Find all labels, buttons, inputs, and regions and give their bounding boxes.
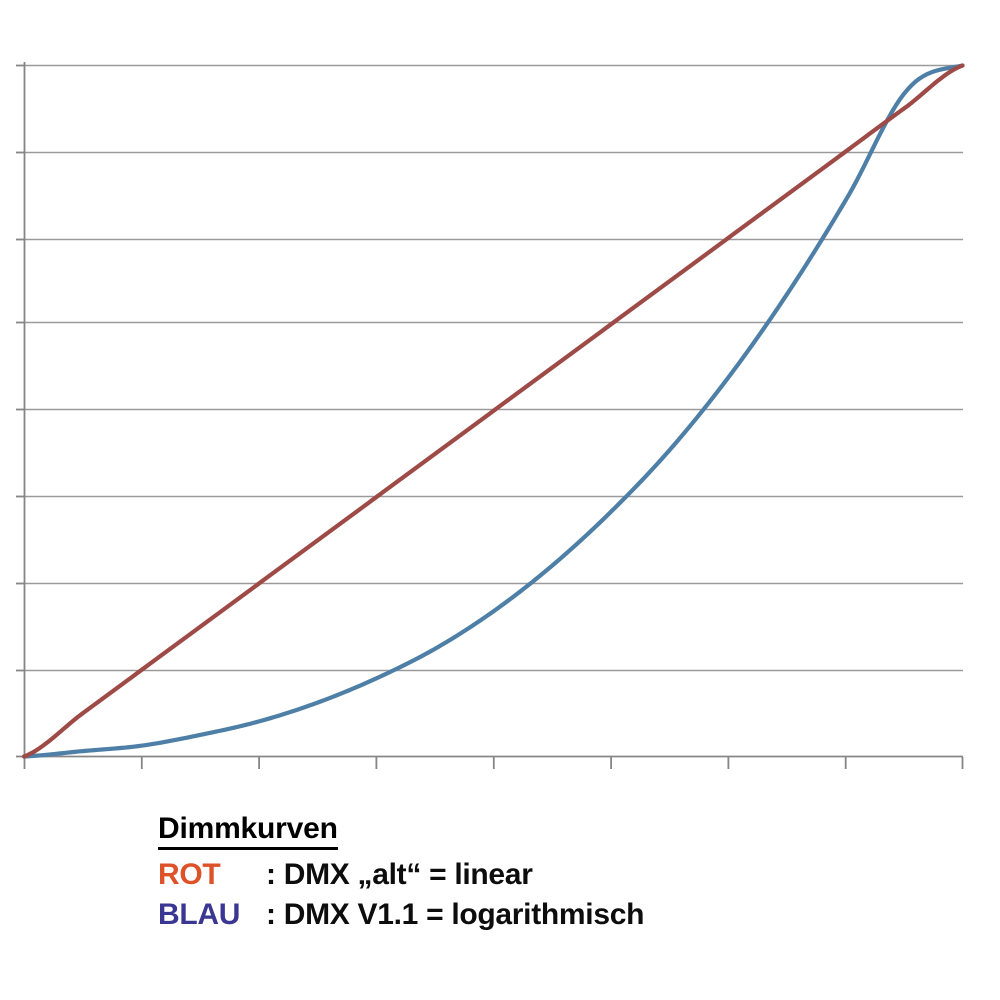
y-axis-ticks (16, 64, 24, 758)
legend-row-blau: BLAU : DMX V1.1 = logarithmisch (158, 895, 858, 935)
legend-description-blau: : DMX V1.1 = logarithmisch (266, 898, 645, 931)
legend-key-blau: BLAU (158, 898, 241, 931)
legend-key-rot: ROT (158, 858, 221, 891)
y-gridlines (24, 64, 963, 672)
legend-description-rot: : DMX „alt“ = linear (266, 858, 533, 891)
legend-title: Dimmkurven (158, 812, 338, 850)
legend-row-rot: ROT : DMX „alt“ = linear (158, 855, 858, 895)
chart-legend: Dimmkurven ROT : DMX „alt“ = linear BLAU… (158, 812, 858, 935)
series-line-blau (21, 63, 965, 759)
dimming-curves-chart (16, 60, 965, 769)
chart-canvas (16, 60, 965, 769)
series-line-rot (21, 63, 965, 759)
x-axis-ticks (23, 757, 964, 769)
